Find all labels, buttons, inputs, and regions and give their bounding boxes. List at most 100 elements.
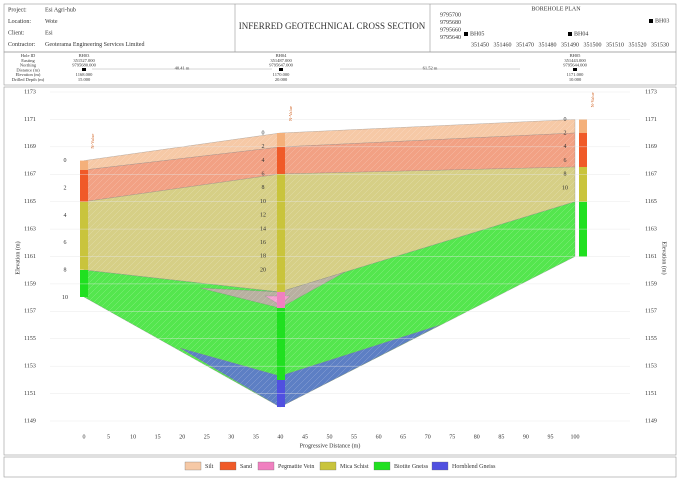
- legend-label: Silt: [205, 464, 214, 470]
- spacing-label: 40.41 m: [175, 66, 190, 71]
- section-layers: [83, 119, 576, 409]
- y-tick-label: 1171: [24, 117, 36, 123]
- info-value: BH04: [276, 53, 288, 58]
- depth-label: 16: [260, 240, 266, 246]
- plan-x-tick: 351480: [539, 42, 557, 48]
- y-tick-label: 1161: [24, 254, 36, 260]
- y2-tick-label: 1153: [645, 364, 657, 370]
- info-value: 20.000: [275, 77, 288, 82]
- y-tick-label: 1173: [24, 89, 36, 95]
- info-marker: [82, 68, 86, 71]
- depth-label: 4: [64, 213, 67, 219]
- legend-swatch: [184, 461, 202, 471]
- depth-label: 20: [260, 267, 266, 273]
- info-value: 1170.000: [273, 72, 290, 77]
- info-value: 1168.000: [76, 72, 93, 77]
- y-tick-label: 1157: [24, 309, 36, 315]
- info-value: 351443.000: [564, 58, 586, 63]
- x-tick-label: 85: [498, 434, 504, 440]
- depth-label: 8: [564, 172, 567, 178]
- depth-label: 8: [262, 185, 265, 191]
- depth-label: 4: [262, 158, 265, 164]
- x-tick-label: 10: [130, 434, 136, 440]
- x-tick-label: 100: [571, 434, 580, 440]
- legend-box: [3, 456, 677, 478]
- y-label: Elevation (m): [14, 241, 21, 274]
- depth-label: 6: [262, 171, 265, 177]
- y2-tick-label: 1159: [645, 281, 657, 287]
- info-marker: [279, 68, 283, 71]
- info-label: Easting: [21, 58, 35, 63]
- x-tick-label: 55: [351, 434, 357, 440]
- x-tick-label: 60: [376, 434, 382, 440]
- y-tick-label: 1163: [24, 226, 36, 232]
- info-value: 9795647.000: [269, 63, 293, 68]
- info-value: 351527.000: [73, 58, 95, 63]
- y2-tick-label: 1155: [645, 336, 657, 342]
- plan-y-tick: 9795700: [440, 12, 461, 18]
- x-tick-label: 40: [277, 434, 283, 440]
- depth-label: 10: [562, 185, 568, 191]
- legend-swatch: [319, 461, 337, 471]
- field-value: Esi Agri-hub: [45, 7, 76, 13]
- legend-label: Sand: [240, 464, 252, 470]
- plan-x-tick: 351500: [584, 42, 602, 48]
- depth-label: 2: [262, 144, 265, 150]
- legend-label: Pegmatite Vein: [278, 464, 314, 470]
- plan-x-tick: 351450: [471, 42, 489, 48]
- y2-tick-label: 1157: [645, 309, 657, 315]
- y2-tick-label: 1149: [645, 418, 657, 424]
- plan-x-tick: 351470: [516, 42, 534, 48]
- plan-point-label: BH04: [574, 31, 588, 37]
- field-value: Geoterama Engineering Services Limited: [45, 42, 144, 48]
- depth-label: 6: [64, 240, 67, 246]
- info-value: 15.000: [78, 77, 91, 82]
- info-marker: [573, 68, 577, 71]
- x-tick-label: 25: [204, 434, 210, 440]
- info-label: Elevation (m): [16, 72, 41, 77]
- x-tick-label: 80: [474, 434, 480, 440]
- field-value: Wote: [45, 19, 58, 25]
- depth-label: 0: [262, 130, 265, 136]
- n-value-label: N-Value: [288, 106, 293, 121]
- plan-y-tick: 9795640: [440, 35, 461, 41]
- plan-x-tick: 351520: [629, 42, 647, 48]
- section-box: [3, 86, 677, 456]
- plan-x-tick: 351490: [561, 42, 579, 48]
- depth-label: 8: [64, 268, 67, 274]
- depth-label: 12: [260, 213, 266, 219]
- depth-label: 4: [564, 144, 567, 150]
- legend-swatch: [431, 461, 449, 471]
- x-tick-label: 65: [400, 434, 406, 440]
- depth-label: 18: [260, 254, 266, 260]
- info-value: 1171.000: [567, 72, 584, 77]
- plan-point-label: BH05: [470, 31, 484, 37]
- info-value: 10.000: [569, 77, 582, 82]
- info-box: [3, 51, 677, 86]
- legend-label: Hornblend Gneiss: [452, 464, 496, 470]
- info-label: Hole ID: [21, 53, 36, 58]
- x-tick-label: 90: [523, 434, 529, 440]
- depth-label: 6: [564, 158, 567, 164]
- y2-tick-label: 1151: [645, 391, 657, 397]
- info-value: BH03: [79, 53, 91, 58]
- legend-swatch: [257, 461, 275, 471]
- plan-point-label: BH03: [655, 18, 669, 24]
- y2-label: Elevation (m): [661, 241, 668, 274]
- y-tick-label: 1155: [24, 336, 36, 342]
- n-value-label: N-Value: [590, 92, 595, 107]
- y-tick-label: 1159: [24, 281, 36, 287]
- info-label: Drilled Depth (m): [12, 77, 45, 82]
- x-tick-label: 5: [107, 434, 110, 440]
- legend-label: Mica Schist: [340, 464, 369, 470]
- depth-label: 14: [260, 226, 266, 232]
- plan-y-tick: 9795680: [440, 20, 461, 26]
- y-tick-label: 1165: [24, 199, 36, 205]
- y-tick-label: 1169: [24, 144, 36, 150]
- legend-swatch: [373, 461, 391, 471]
- field-label: Client:: [8, 30, 25, 36]
- y-tick-label: 1167: [24, 172, 36, 178]
- legend-label: Biotite Gneiss: [394, 464, 429, 470]
- plan-point: [568, 32, 572, 36]
